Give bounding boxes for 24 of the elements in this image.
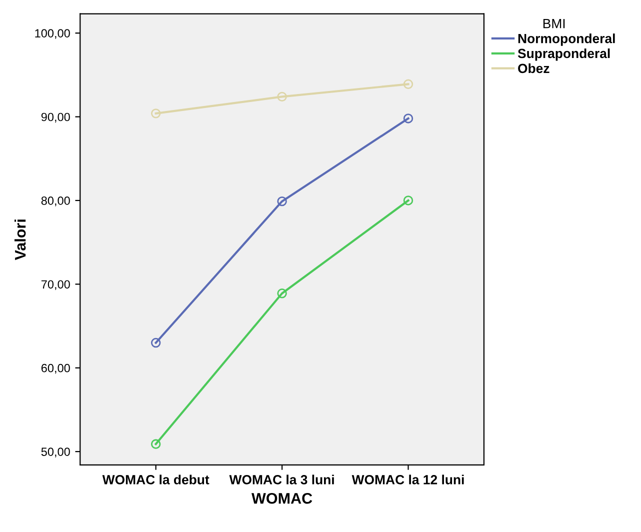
y-tick-label: 80,00 <box>41 196 70 206</box>
legend-label: Supraponderal <box>518 48 610 61</box>
x-tick-label: WOMAC la debut <box>102 474 210 484</box>
x-tick-label: WOMAC la 12 luni <box>352 474 464 484</box>
legend-label: Obez <box>518 63 550 74</box>
y-axis-title: Valori <box>14 220 26 260</box>
y-tick-label: 50,00 <box>41 448 70 458</box>
point <box>403 79 414 89</box>
y-tick-label: 90,00 <box>41 112 70 123</box>
point <box>150 108 161 118</box>
legend-title: BMI <box>543 19 565 28</box>
y-tick-label: 100,00 <box>35 29 70 39</box>
legend-label: Normoponderal <box>518 34 615 46</box>
y-tick-label: 60,00 <box>41 364 70 374</box>
y-tick-label: 70,00 <box>41 280 70 290</box>
point <box>277 288 287 298</box>
point <box>277 196 287 206</box>
point <box>150 338 161 348</box>
x-axis-title: WOMAC <box>252 492 312 504</box>
point <box>403 196 414 206</box>
point <box>150 439 161 449</box>
point <box>403 114 414 124</box>
x-tick-label: WOMAC la 3 luni <box>229 474 334 484</box>
point <box>277 92 287 102</box>
